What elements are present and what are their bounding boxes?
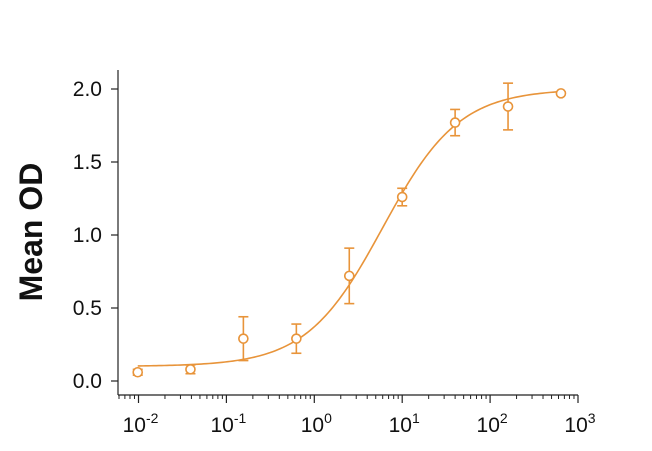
y-tick-label: 2.0 <box>73 78 102 101</box>
data-point <box>343 270 355 282</box>
data-point <box>555 88 567 99</box>
data-point <box>449 117 461 128</box>
y-tick-label: 0.5 <box>73 297 102 320</box>
y-axis-title: Mean OD <box>13 163 49 302</box>
x-tick-label: 101 <box>389 410 420 437</box>
tick-group: 0.0 0.5 1.0 1.5 2.0 10-2 10-1 100 101 102 103 <box>73 78 596 437</box>
data-marks-group <box>132 82 567 378</box>
x-tick-label: 103 <box>564 410 595 437</box>
axes <box>117 70 578 396</box>
data-point <box>396 191 408 203</box>
fit-curve <box>137 90 562 367</box>
data-point <box>185 364 196 375</box>
x-tick-label: 10-1 <box>210 410 246 437</box>
data-point <box>291 333 302 344</box>
y-tick-label: 1.5 <box>73 151 102 174</box>
data-point <box>238 333 249 344</box>
y-tick-label: 1.0 <box>73 224 102 247</box>
x-tick-label: 102 <box>477 410 508 437</box>
data-point <box>132 366 144 378</box>
data-point <box>502 101 514 112</box>
x-tick-label: 10-2 <box>123 410 159 437</box>
x-tick-label: 100 <box>301 410 332 437</box>
y-tick-label: 0.0 <box>73 370 102 393</box>
fit-curve-group <box>137 90 562 367</box>
